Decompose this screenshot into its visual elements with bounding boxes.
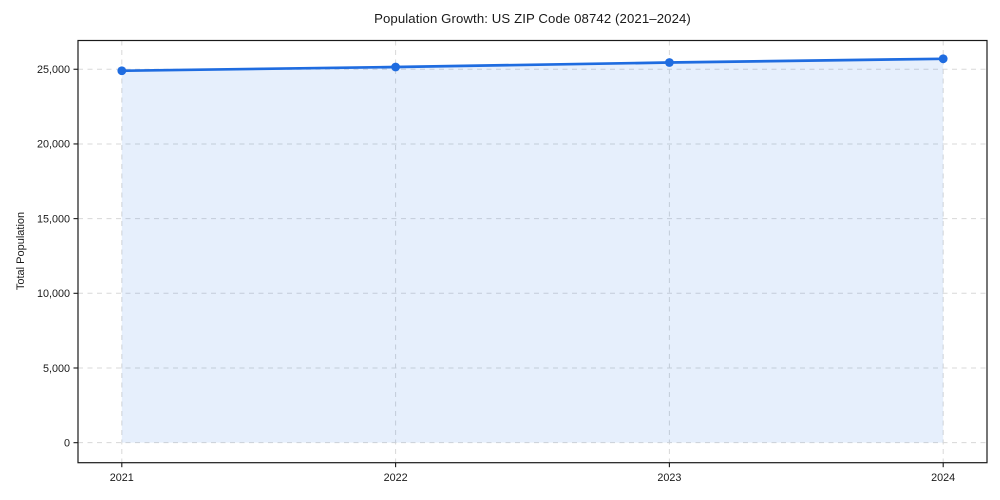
data-point-marker (938, 54, 948, 64)
y-tick-label: 0 (64, 437, 70, 449)
y-tick-label: 5,000 (43, 363, 70, 375)
x-tick-label: 2024 (931, 472, 955, 484)
chart-title: Population Growth: US ZIP Code 08742 (20… (374, 11, 691, 26)
x-tick-label: 2021 (110, 472, 134, 484)
y-tick-label: 25,000 (37, 64, 70, 76)
series-area (121, 58, 944, 443)
y-tick-label: 10,000 (37, 288, 70, 300)
y-axis-label: Total Population (15, 211, 27, 291)
plot-frame (77, 39, 988, 464)
y-tick-label: 20,000 (37, 139, 70, 151)
data-point-marker (664, 58, 674, 67)
x-tick-label: 2022 (384, 472, 408, 484)
data-point-marker (391, 62, 401, 72)
x-tick-label: 2023 (657, 472, 681, 484)
y-tick-label: 15,000 (37, 213, 70, 225)
series-line (120, 57, 945, 73)
data-point-marker (117, 66, 127, 76)
